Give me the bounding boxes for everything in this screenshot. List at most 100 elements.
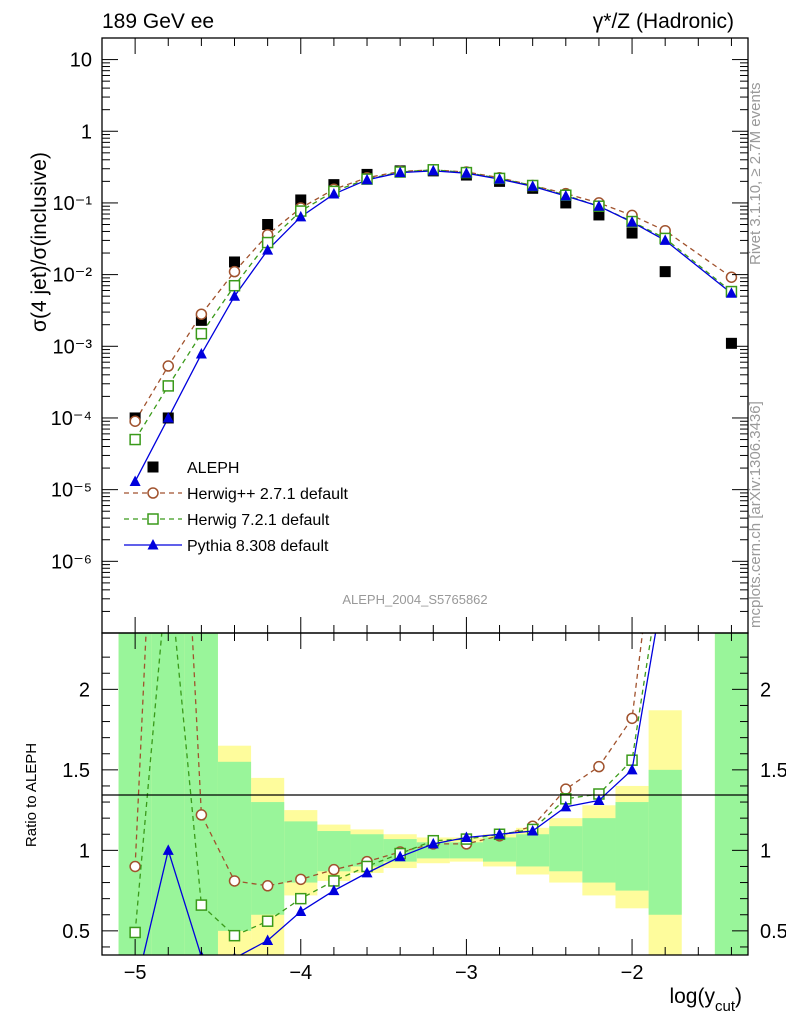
- main-point-3: [195, 348, 207, 359]
- ratio-point-0: [560, 783, 572, 795]
- ratio-point-0: [261, 880, 274, 892]
- ratio-y-axis-title: Ratio to ALEPH: [23, 743, 40, 847]
- ratio-series-layer: [129, 153, 671, 995]
- ratio-point-2: [427, 837, 439, 849]
- ratio-point-1: [163, 556, 173, 566]
- main-point-3: [659, 234, 671, 245]
- ratio-point-0: [660, 443, 670, 453]
- main-point-1: [162, 360, 175, 372]
- band-inner-bin: [582, 818, 616, 883]
- main-line-1: [134, 169, 732, 422]
- main-point-2: [195, 327, 208, 340]
- band-inner-bin: [449, 842, 483, 859]
- ratio-y-tick-label: 1: [79, 840, 90, 862]
- main-point-3: [527, 180, 539, 191]
- main-point-3: [129, 475, 141, 486]
- main-point-0: [195, 314, 207, 326]
- axes-layer: 10 1 10⁻¹ 10⁻² 10⁻³ 10⁻⁴ 10⁻⁵ 10⁻⁶ −5 −4 −3 −2 2 2 1.5…: [51, 37, 786, 984]
- main-series-layer: [129, 164, 738, 486]
- x-tick-label: −4: [289, 962, 312, 984]
- main-point-3: [427, 164, 439, 176]
- ratio-point-0: [593, 760, 605, 773]
- mcplots-label: mcplots.cern.ch [arXiv:1306.3436]: [747, 401, 764, 628]
- ratio-point-2: [660, 571, 671, 582]
- main-point-0: [262, 219, 274, 231]
- main-point-0: [229, 256, 241, 268]
- band-inner-bin: [118, 633, 152, 955]
- band-inner-bin: [648, 769, 682, 915]
- ratio-point-2: [328, 884, 340, 896]
- legend-marker-0: [147, 461, 159, 473]
- main-point-1: [129, 415, 141, 427]
- band-inner-bin: [416, 842, 450, 859]
- main-point-0: [659, 266, 671, 278]
- ratio-y-tick-label: 2: [79, 679, 90, 701]
- main-point-3: [560, 189, 572, 201]
- rivet-version-label: Rivet 3.1.10, ≥ 2.7M events: [747, 83, 764, 266]
- main-point-2: [228, 279, 241, 292]
- main-point-3: [460, 167, 472, 178]
- ratio-point-1: [195, 899, 208, 911]
- ratio-point-0: [626, 712, 638, 725]
- ratio-point-0: [195, 809, 208, 821]
- main-point-0: [560, 197, 572, 209]
- ratio-point-2: [494, 828, 506, 839]
- ratio-point-0: [129, 860, 141, 873]
- ratio-y-tick-label-right: 1: [760, 840, 771, 862]
- legend-marker-1: [147, 487, 159, 499]
- main-point-3: [328, 188, 340, 199]
- main-point-1: [228, 265, 241, 278]
- header-left: 189 GeV ee: [102, 10, 214, 33]
- main-point-3: [593, 200, 605, 211]
- ratio-point-0: [328, 863, 340, 876]
- ratio-point-2: [560, 800, 572, 812]
- ratio-point-1: [295, 892, 307, 905]
- band-inner-bin: [251, 802, 285, 915]
- ratio-point-1: [129, 926, 141, 939]
- main-y-axis-title: σ(4 jet)/σ(inclusive): [28, 152, 51, 332]
- band-inner-bin: [284, 821, 318, 883]
- ratio-point-2: [394, 850, 406, 862]
- main-y-tick-label: 10⁻³: [53, 336, 93, 358]
- ratio-point-2: [295, 905, 307, 917]
- main-point-0: [725, 337, 737, 349]
- ratio-point-2: [626, 763, 638, 775]
- main-point-3: [626, 216, 638, 227]
- legend: ALEPH Herwig++ 2.7.1 default Herwig 7.2.1 …: [124, 460, 349, 555]
- legend-marker-2: [147, 513, 159, 525]
- ratio-point-2: [527, 825, 539, 836]
- ratio-point-0: [228, 875, 241, 887]
- legend-label-1: Herwig++ 2.7.1 default: [187, 486, 349, 503]
- ratio-point-2: [130, 984, 141, 995]
- legend-label-0: ALEPH: [187, 460, 239, 477]
- ratio-point-0: [163, 153, 173, 163]
- main-point-3: [361, 173, 373, 185]
- legend-label-3: Pythia 8.308 default: [187, 538, 329, 555]
- analysis-id-label: ALEPH_2004_S5765862: [342, 592, 487, 607]
- main-point-3: [229, 290, 241, 301]
- main-point-0: [626, 227, 638, 239]
- main-y-tick-label: 10: [70, 50, 92, 72]
- main-point-2: [162, 380, 175, 392]
- ratio-frame: [101, 632, 749, 956]
- ratio-uncertainty-bands: [118, 633, 748, 955]
- x-tick-label: −3: [455, 962, 478, 984]
- ratio-point-1: [261, 915, 274, 927]
- band-inner-bin: [615, 802, 649, 891]
- ratio-point-1: [660, 539, 670, 549]
- x-tick-label: −2: [621, 962, 644, 984]
- main-point-2: [129, 433, 141, 446]
- main-y-tick-label: 10⁻⁵: [51, 480, 92, 502]
- main-point-1: [195, 308, 208, 320]
- header-right: γ*/Z (Hadronic): [593, 10, 734, 33]
- band-inner-bin: [549, 826, 583, 872]
- band-inner-bin: [151, 633, 185, 955]
- main-point-0: [593, 209, 605, 221]
- ratio-point-2: [361, 866, 373, 878]
- main-line-3: [134, 170, 732, 482]
- band-inner-bin: [714, 633, 748, 955]
- legend-marker-3: [147, 539, 159, 550]
- ratio-point-0: [295, 873, 307, 886]
- main-y-tick-label: 10⁻²: [53, 265, 93, 287]
- main-y-tick-label: 10⁻⁴: [51, 408, 92, 430]
